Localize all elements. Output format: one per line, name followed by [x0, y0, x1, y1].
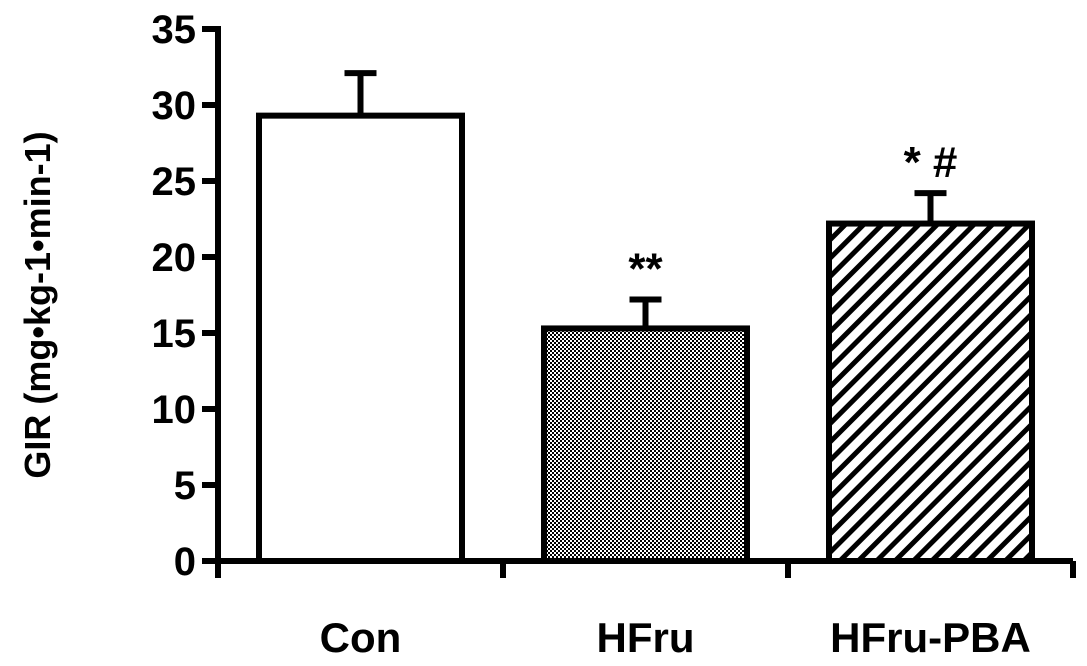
bar-con	[256, 112, 465, 564]
y-tick-label: 30	[152, 84, 197, 128]
y-tick-label: 35	[152, 8, 197, 52]
x-tick-label-con: Con	[320, 614, 402, 661]
x-tick-label-hfru-pba: HFru-PBA	[830, 614, 1031, 661]
bar-hfru	[541, 325, 750, 564]
y-tick-label: 5	[174, 464, 196, 508]
x-tick-label-hfru: HFru	[597, 614, 695, 661]
bars-layer: ** * #	[256, 70, 1035, 564]
significance-mark-hfru-pba: * #	[904, 138, 958, 187]
bar-hfru-pba	[826, 220, 1035, 564]
significance-mark-hfru: **	[628, 245, 663, 294]
y-tick-label: 0	[174, 540, 196, 584]
y-tick-label: 15	[152, 312, 197, 356]
y-tick-label: 20	[152, 236, 197, 280]
axis-layer: Con HFru HFru-PBA 0 5 10 15 20 25 30 35	[152, 8, 1076, 661]
y-tick-label: 10	[152, 388, 197, 432]
y-tick-label: 25	[152, 160, 197, 204]
y-axis-title: GIR (mg•kg-1•min-1)	[17, 131, 58, 478]
